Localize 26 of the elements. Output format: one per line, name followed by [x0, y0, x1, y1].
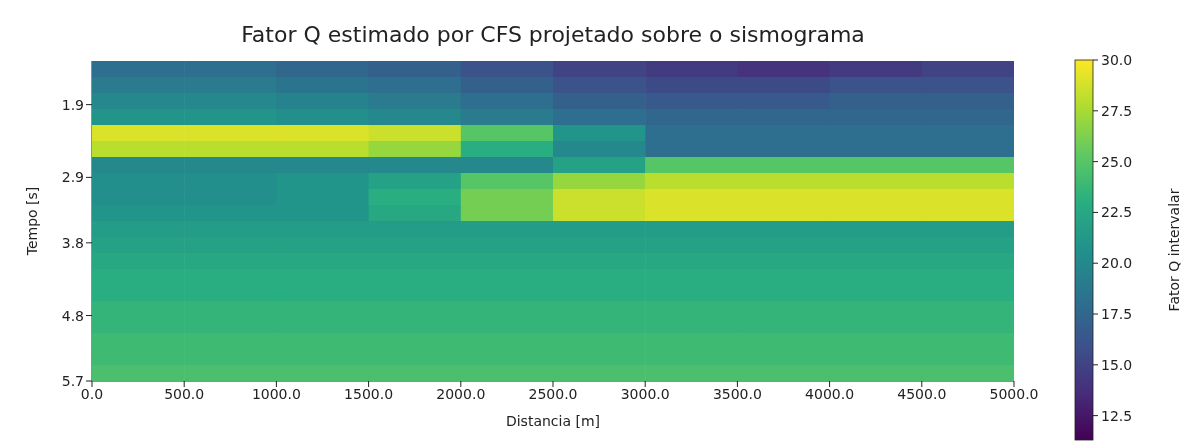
x-tick-label: 5000.0	[989, 385, 1039, 402]
x-tick-label: 4000.0	[805, 385, 855, 402]
x-tick-label: 2500.0	[528, 385, 578, 402]
chart-title: Fator Q estimado por CFS projetado sobre o sismograma	[240, 22, 866, 47]
x-tick-label: 500.0	[164, 385, 205, 402]
color-bar-label: 15.0	[1101, 356, 1133, 373]
y-tick-label: 4.8	[61, 307, 84, 324]
x-tick-label: 3000.0	[620, 385, 670, 402]
x-tick-label: 1500.0	[344, 385, 394, 402]
y-tick-label: 1.9	[61, 96, 84, 113]
y-tick-label: 2.9	[61, 169, 84, 186]
color-bar-label: 25.0	[1101, 153, 1133, 170]
color-bar-label: 27.5	[1101, 102, 1133, 119]
x-tick-label: 1000.0	[251, 385, 301, 402]
y-axis-title: Tempo [s]	[23, 186, 40, 257]
color-bar-label: 22.5	[1101, 204, 1133, 221]
color-bar-label: 12.5	[1101, 407, 1133, 424]
x-tick-label: 4500.0	[897, 385, 947, 402]
x-tick-label: 2000.0	[436, 385, 486, 402]
color-bar-label: 30.0	[1101, 52, 1133, 68]
color-bar-label: 20.0	[1101, 255, 1133, 272]
x-tick-label: 3500.0	[712, 385, 762, 402]
color-bar-title: Fator Q intervalar	[1166, 188, 1182, 312]
y-tick-label: 3.8	[61, 234, 84, 251]
color-bar-label: 17.5	[1101, 306, 1133, 323]
x-axis-title: Distancia [m]	[505, 413, 601, 429]
